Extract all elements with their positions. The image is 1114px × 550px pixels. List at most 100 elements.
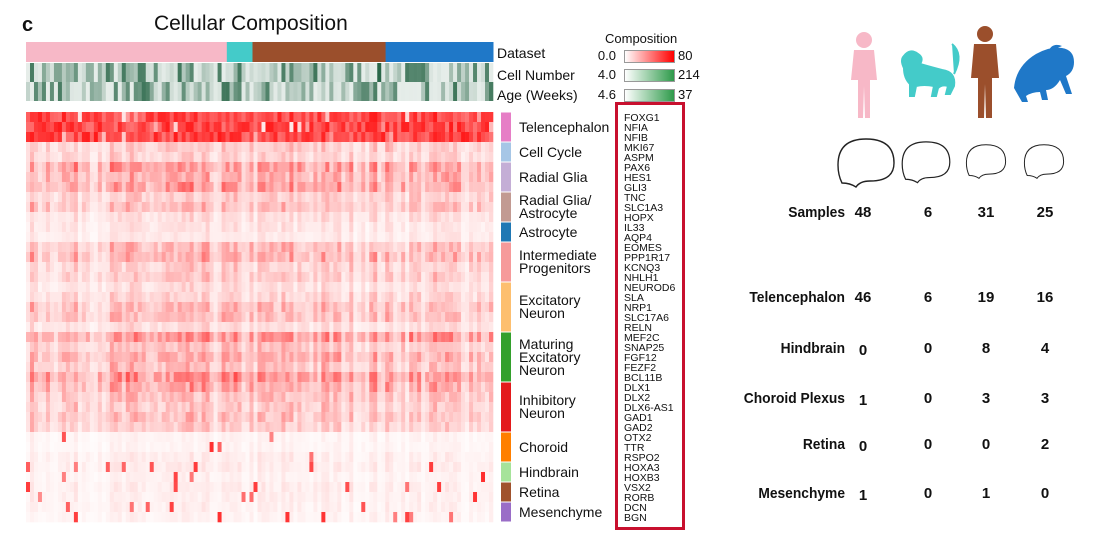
- heatmap-cell-38-40: [185, 492, 190, 503]
- heatmap-cell-1-8: [57, 122, 63, 133]
- heatmap-cell-7-58: [257, 182, 262, 193]
- heatmap-cell-15-46: [209, 262, 214, 273]
- heatmap-cell-30-10: [65, 412, 71, 423]
- heatmap-cell-19-30: [145, 302, 151, 313]
- heatmap-cell-19-36: [169, 302, 174, 313]
- heatmap-cell-0-116: [489, 112, 494, 123]
- heatmap-cell-11-94: [401, 222, 406, 233]
- heatmap-cell-26-66: [289, 372, 294, 383]
- heatmap-cell-30-104: [441, 412, 446, 423]
- heatmap-cell-1-74: [321, 122, 326, 133]
- heatmap-cell-2-74: [321, 132, 326, 143]
- heatmap-cell-8-53: [237, 192, 242, 203]
- heatmap-cell-39-100: [425, 502, 430, 513]
- age-cell-30: [145, 82, 151, 101]
- scale-low-composition: 0.0: [597, 48, 616, 63]
- heatmap-cell-4-79: [341, 152, 346, 163]
- heatmap-cell-20-78: [337, 312, 342, 323]
- heatmap-cell-40-0: [26, 512, 31, 523]
- heatmap-cell-14-102: [433, 252, 438, 263]
- age-cell-41: [189, 82, 194, 101]
- heatmap-cell-11-24: [121, 222, 127, 233]
- heatmap-cell-14-52: [233, 252, 238, 263]
- cell-number-cell-71: [309, 63, 314, 82]
- heatmap-cell-3-41: [189, 142, 194, 153]
- heatmap-cell-16-37: [173, 272, 178, 283]
- heatmap-cell-34-58: [257, 452, 262, 463]
- heatmap-cell-20-110: [465, 312, 470, 323]
- cell-number-cell-82: [353, 63, 358, 82]
- heatmap-cell-28-24: [121, 392, 127, 403]
- heatmap-cell-21-6: [49, 322, 55, 333]
- heatmap-cell-12-11: [69, 232, 75, 243]
- heatmap-cell-16-64: [281, 272, 286, 283]
- age-cell-9: [61, 82, 67, 101]
- heatmap-cell-6-102: [433, 172, 438, 183]
- heatmap-cell-23-88: [377, 342, 382, 353]
- heatmap-cell-6-53: [237, 172, 242, 183]
- heatmap-cell-13-89: [381, 242, 386, 253]
- heatmap-cell-18-23: [117, 292, 123, 303]
- heatmap-cell-34-116: [489, 452, 494, 463]
- heatmap-cell-24-27: [133, 352, 139, 363]
- heatmap-cell-29-56: [249, 402, 254, 413]
- heatmap-cell-26-67: [293, 372, 298, 383]
- heatmap-cell-12-53: [237, 232, 242, 243]
- heatmap-cell-18-84: [361, 292, 366, 303]
- heatmap-cell-11-84: [361, 222, 366, 233]
- heatmap-cell-34-13: [77, 452, 83, 463]
- heatmap-cell-14-105: [445, 252, 450, 263]
- heatmap-cell-9-41: [189, 202, 194, 213]
- heatmap-cell-4-3: [37, 152, 43, 163]
- heatmap-cell-37-63: [277, 482, 282, 493]
- heatmap-cell-14-43: [197, 252, 202, 263]
- heatmap-cell-34-77: [333, 452, 338, 463]
- heatmap-cell-0-53: [237, 112, 242, 123]
- heatmap-cell-7-73: [317, 182, 322, 193]
- heatmap-cell-37-108: [457, 482, 462, 493]
- heatmap-cell-24-89: [381, 352, 386, 363]
- heatmap-cell-32-109: [461, 432, 466, 443]
- heatmap-cell-8-69: [301, 192, 306, 203]
- heatmap-cell-29-32: [153, 402, 159, 413]
- heatmap-cell-36-75: [325, 472, 330, 483]
- heatmap-cell-38-79: [341, 492, 346, 503]
- heatmap-cell-1-78: [337, 122, 342, 133]
- heatmap-cell-10-77: [333, 212, 338, 223]
- heatmap-cell-19-109: [461, 302, 466, 313]
- heatmap-cell-26-107: [453, 372, 458, 383]
- heatmap-cell-14-68: [297, 252, 302, 263]
- heatmap-cell-29-58: [257, 402, 262, 413]
- heatmap-cell-38-101: [429, 492, 434, 503]
- heatmap-cell-11-85: [365, 222, 370, 233]
- heatmap-cell-37-36: [169, 482, 174, 493]
- heatmap-cell-13-58: [257, 242, 262, 253]
- heatmap-cell-16-107: [453, 272, 458, 283]
- age-cell-108: [457, 82, 462, 101]
- heatmap-cell-22-50: [225, 332, 230, 343]
- heatmap-cell-27-16: [89, 382, 95, 393]
- heatmap-cell-33-37: [173, 442, 178, 453]
- heatmap-cell-19-82: [353, 302, 358, 313]
- heatmap-cell-22-69: [301, 332, 306, 343]
- heatmap-cell-26-10: [65, 372, 71, 383]
- heatmap-cell-36-92: [393, 472, 398, 483]
- heatmap-cell-38-14: [81, 492, 87, 503]
- heatmap-cell-27-8: [57, 382, 63, 393]
- heatmap-cell-29-14: [81, 402, 87, 413]
- heatmap-cell-29-88: [377, 402, 382, 413]
- heatmap-cell-24-67: [293, 352, 298, 363]
- heatmap-cell-5-68: [297, 162, 302, 173]
- heatmap-cell-34-101: [429, 452, 434, 463]
- heatmap-cell-11-59: [261, 222, 266, 233]
- heatmap-cell-37-66: [289, 482, 294, 493]
- cell-number-cell-21: [109, 63, 115, 82]
- heatmap-cell-28-56: [249, 392, 254, 403]
- heatmap-cell-38-67: [293, 492, 298, 503]
- heatmap-cell-25-1: [29, 362, 35, 373]
- heatmap-cell-21-35: [165, 322, 170, 333]
- heatmap-cell-11-54: [241, 222, 246, 233]
- heatmap-cell-14-82: [353, 252, 358, 263]
- heatmap-cell-15-23: [117, 262, 123, 273]
- heatmap-cell-9-100: [425, 202, 430, 213]
